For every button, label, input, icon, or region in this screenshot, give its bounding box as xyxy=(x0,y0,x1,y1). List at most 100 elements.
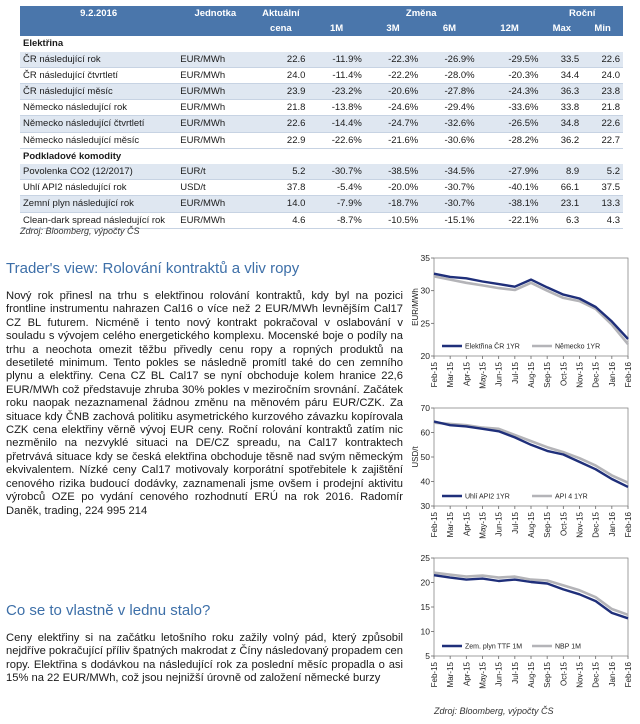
cell-m12: -26.5% xyxy=(477,115,542,133)
cell-max: 33.5 xyxy=(541,51,583,68)
series-line-1 xyxy=(433,272,629,340)
x-tick-label: Feb-15 xyxy=(430,511,439,537)
cell-unit: EUR/MWh xyxy=(177,99,254,117)
cell-m6: -28.0% xyxy=(421,67,478,85)
y-tick-label: 70 xyxy=(421,403,431,413)
y-tick-label: 50 xyxy=(421,452,431,462)
cell-m1: -14.4% xyxy=(308,115,365,133)
table-row: Clean-dark spread následující rok EUR/MWh… xyxy=(20,212,623,229)
table-row: Povolenka CO2 (12/2017) EUR/t 5.2 -30.7% -38… xyxy=(20,164,623,181)
header-1m: 1M xyxy=(308,21,365,37)
x-tick-label: Apr-15 xyxy=(462,361,471,386)
x-tick-label: Jul-15 xyxy=(511,361,520,383)
cell-m12: -22.1% xyxy=(477,212,542,229)
y-tick-label: 25 xyxy=(421,318,431,328)
cell-m1: -11.9% xyxy=(308,51,365,68)
cell-max: 66.1 xyxy=(541,179,583,197)
x-tick-label: Jul-15 xyxy=(511,661,520,683)
x-tick-label: Feb-16 xyxy=(624,511,633,537)
section-title: Elektřina xyxy=(20,36,623,52)
table-header-row-2: cena 1M 3M 6M 12M Max Min xyxy=(20,21,623,37)
y-axis-label: EUR/MWh xyxy=(411,288,420,326)
x-tick-label: Jan-16 xyxy=(608,661,617,686)
y-tick-label: 5 xyxy=(425,651,430,661)
cell-m6: -30.7% xyxy=(421,195,478,213)
article-body-traders-view: Nový rok přinesl na trhu s elektřinou ro… xyxy=(6,290,403,517)
section-title: Podkladové komodity xyxy=(20,148,623,165)
cell-min: 24.0 xyxy=(582,67,623,85)
header-blank xyxy=(477,6,542,22)
cell-m12: -33.6% xyxy=(477,99,542,117)
cell-min: 37.5 xyxy=(582,179,623,197)
x-tick-label: Mar-15 xyxy=(446,661,455,687)
x-tick-label: Sep-15 xyxy=(543,361,552,387)
cell-name: ČR následující měsíc xyxy=(20,83,178,101)
x-tick-label: May-15 xyxy=(479,511,488,538)
header-price: Aktuální xyxy=(253,6,309,22)
cell-name: Uhlí API2 následující rok xyxy=(20,179,178,197)
cell-m1: -30.7% xyxy=(308,164,365,181)
cell-name: Zemní plyn následující rok xyxy=(20,195,178,213)
legend-label: API 4 1YR xyxy=(555,494,588,501)
cell-m3: -38.5% xyxy=(364,164,422,181)
y-tick-label: 60 xyxy=(421,428,431,438)
x-tick-label: May-15 xyxy=(479,361,488,388)
cell-unit: EUR/t xyxy=(177,164,254,181)
x-tick-label: Dec-15 xyxy=(592,511,601,537)
cell-max: 36.2 xyxy=(541,132,583,149)
table-row: Německo následující čtvrtletí EUR/MWh 22.6… xyxy=(20,115,623,133)
charts-source: Zdroj: Bloomberg, výpočty ČS xyxy=(434,706,554,716)
cell-name: Německo následující čtvrtletí xyxy=(20,115,178,133)
x-tick-label: Jun-15 xyxy=(495,661,504,686)
cell-min: 13.3 xyxy=(582,195,623,213)
table-row: Uhlí API2 následující rok USD/t 37.8 -5.4% -… xyxy=(20,179,623,197)
x-tick-label: Sep-15 xyxy=(543,511,552,537)
cell-max: 23.1 xyxy=(541,195,583,213)
cell-m1: -7.9% xyxy=(308,195,365,213)
cell-price: 37.8 xyxy=(253,179,309,197)
cell-max: 34.8 xyxy=(541,115,583,133)
cell-unit: EUR/MWh xyxy=(177,132,254,149)
x-tick-label: Jun-15 xyxy=(495,511,504,536)
cell-price: 22.6 xyxy=(253,115,309,133)
cell-m1: -23.2% xyxy=(308,83,365,101)
y-tick-label: 35 xyxy=(421,253,431,263)
commodity-price-table: 9.2.2016 Jednotka Aktuální Změna Roční c… xyxy=(20,6,623,229)
header-annual: Roční xyxy=(541,6,623,22)
header-blank xyxy=(177,21,254,37)
plot-frame xyxy=(433,557,629,657)
cell-price: 14.0 xyxy=(253,195,309,213)
plot-frame xyxy=(433,257,629,357)
cell-m12: -24.3% xyxy=(477,83,542,101)
legend-label: Uhlí API2 1YR xyxy=(465,494,510,501)
y-tick-label: 25 xyxy=(421,553,431,563)
x-tick-label: Oct-15 xyxy=(559,661,568,686)
x-tick-label: Nov-15 xyxy=(576,511,585,537)
cell-name: Povolenka CO2 (12/2017) xyxy=(20,164,178,181)
cell-m12: -40.1% xyxy=(477,179,542,197)
cell-m12: -28.2% xyxy=(477,132,542,149)
cell-m6: -30.7% xyxy=(421,179,478,197)
cell-m12: -29.5% xyxy=(477,51,542,68)
cell-min: 4.3 xyxy=(582,212,623,229)
chart-electricity: 20 25 30 35 EUR/MWh Feb-15 Mar-15 Apr-15 May-15 J… xyxy=(408,252,634,400)
cell-price: 4.6 xyxy=(253,212,309,229)
cell-unit: EUR/MWh xyxy=(177,83,254,101)
cell-m12: -27.9% xyxy=(477,164,542,181)
x-tick-label: Oct-15 xyxy=(559,361,568,386)
y-tick-label: 10 xyxy=(421,627,431,637)
table-row: ČR následující rok EUR/MWh 22.6 -11.9% -22.3… xyxy=(20,51,623,68)
x-tick-label: Feb-16 xyxy=(624,361,633,387)
cell-max: 33.8 xyxy=(541,99,583,117)
cell-max: 34.4 xyxy=(541,67,583,85)
cell-m6: -26.9% xyxy=(421,51,478,68)
series-line-1 xyxy=(433,420,629,488)
cell-min: 22.6 xyxy=(582,51,623,68)
header-max: Max xyxy=(541,21,583,37)
x-tick-label: Jun-15 xyxy=(495,361,504,386)
chart-coal: 30 40 50 60 70 USD/t Feb-15 Mar-15 Apr-15 May-15 J… xyxy=(408,402,634,550)
header-date: 9.2.2016 xyxy=(20,6,178,22)
x-tick-label: Sep-15 xyxy=(543,661,552,687)
cell-m3: -22.3% xyxy=(364,51,422,68)
y-tick-label: 15 xyxy=(421,602,431,612)
